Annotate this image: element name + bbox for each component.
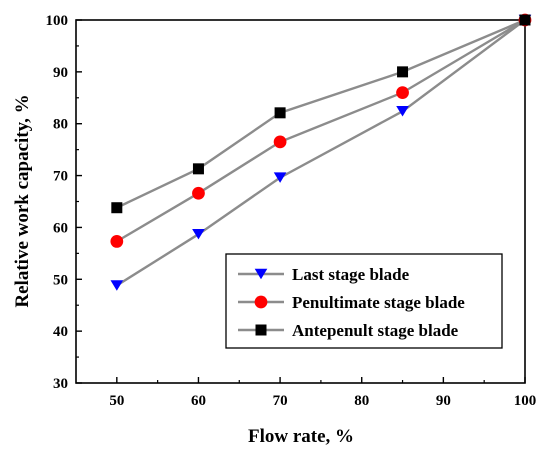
y-tick-label-70: 70	[53, 169, 68, 185]
axes: 50 60 70 80 90 100 30 40 50 60 70 80 90 100	[46, 13, 537, 409]
series-markers	[110, 13, 532, 291]
legend-label-0: Last stage blade	[292, 265, 410, 284]
x-tick-label-70: 70	[273, 393, 288, 409]
data-point-s2-p1	[192, 163, 204, 175]
legend-label-2: Antepenult stage blade	[292, 321, 459, 340]
y-tick-label-30: 30	[53, 376, 68, 392]
legend-marker-2	[255, 324, 267, 336]
data-point-s2-p2	[274, 107, 286, 119]
x-axis-title: Flow rate, %	[248, 426, 354, 447]
series-lines	[116, 18, 526, 287]
data-point-s1-p1	[192, 186, 205, 200]
data-point-s2-p0	[111, 202, 123, 214]
y-axis-title: Relative work capacity, %	[12, 94, 33, 307]
legend-marker-0	[254, 268, 268, 280]
x-tick-label-60: 60	[191, 393, 206, 409]
y-tick-label-50: 50	[53, 272, 68, 288]
x-tick-label-50: 50	[109, 393, 124, 409]
y-tick-label-100: 100	[46, 13, 69, 29]
y-tick-label-40: 40	[53, 324, 68, 340]
y-tick-label-80: 80	[53, 117, 68, 133]
data-point-s0-p0	[110, 280, 124, 291]
x-tick-label-90: 90	[436, 393, 451, 409]
data-point-s2-p3	[397, 66, 409, 78]
legend-marker-1	[254, 295, 268, 309]
data-point-s1-p2	[273, 135, 287, 149]
x-tick-label-80: 80	[354, 393, 369, 409]
data-point-s2-p4	[519, 14, 531, 26]
series-line-1	[116, 18, 526, 243]
data-point-s0-p3	[396, 106, 409, 117]
legend: Last stage blade Penultimate stage blade A…	[225, 253, 503, 349]
y-tick-label-60: 60	[53, 220, 68, 236]
x-tick-label-100: 100	[514, 393, 537, 409]
data-point-s1-p3	[396, 86, 409, 99]
series-line-2	[116, 18, 526, 209]
data-point-s0-p1	[192, 228, 205, 240]
y-tick-label-90: 90	[53, 65, 68, 81]
legend-label-1: Penultimate stage blade	[292, 293, 465, 312]
data-point-s1-p0	[110, 235, 124, 248]
series-line-0	[116, 19, 526, 287]
data-point-s0-p2	[273, 172, 287, 183]
